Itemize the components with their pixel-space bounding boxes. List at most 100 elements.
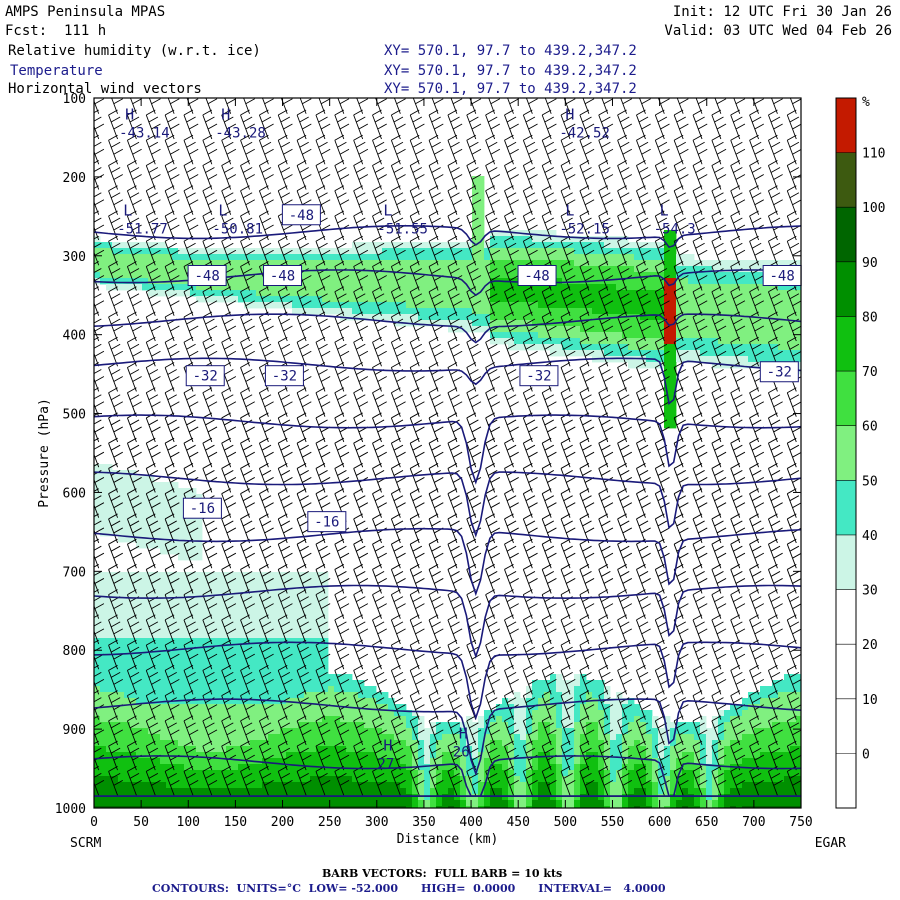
rh-cell — [442, 800, 449, 807]
rh-cell — [262, 680, 269, 687]
rh-cell — [604, 758, 611, 765]
rh-cell — [646, 278, 653, 285]
rh-cell — [424, 806, 431, 808]
rh-cell — [742, 704, 749, 711]
rh-cell — [754, 272, 761, 279]
rh-cell — [106, 794, 113, 801]
rh-cell — [352, 788, 359, 795]
rh-cell — [556, 680, 563, 687]
rh-cell — [622, 278, 629, 285]
forecast-hour: Fcst: 111 h — [5, 23, 107, 39]
rh-cell — [736, 278, 743, 285]
field-label-temperature: Temperature — [10, 63, 103, 79]
rh-cell — [232, 776, 239, 783]
rh-cell — [682, 752, 689, 759]
rh-cell — [136, 704, 143, 711]
rh-cell — [304, 668, 311, 675]
rh-cell — [340, 770, 347, 777]
rh-cell — [220, 716, 227, 723]
rh-cell — [760, 746, 767, 753]
rh-cell — [460, 764, 467, 771]
rh-cell — [718, 362, 725, 369]
rh-cell — [496, 332, 503, 339]
rh-cell — [640, 338, 647, 345]
rh-cell — [256, 632, 263, 639]
rh-cell — [652, 266, 659, 273]
rh-cell — [718, 722, 725, 729]
rh-cell — [478, 200, 485, 207]
rh-cell — [106, 464, 113, 471]
rh-cell — [538, 308, 545, 315]
rh-cell — [676, 788, 683, 795]
rh-cell — [256, 698, 263, 705]
rh-cell — [394, 788, 401, 795]
rh-cell — [688, 758, 695, 765]
rh-cell — [172, 758, 179, 765]
rh-cell — [436, 776, 443, 783]
rh-cell — [208, 254, 215, 261]
rh-cell — [244, 632, 251, 639]
rh-cell — [352, 758, 359, 765]
rh-cell — [286, 752, 293, 759]
rh-cell — [226, 650, 233, 657]
rh-cell — [640, 254, 647, 261]
rh-cell — [490, 794, 497, 801]
rh-cell — [460, 290, 467, 297]
rh-cell — [328, 734, 335, 741]
rh-cell — [232, 620, 239, 627]
rh-cell — [106, 686, 113, 693]
rh-cell — [412, 710, 419, 717]
rh-cell — [610, 794, 617, 801]
rh-cell — [772, 752, 779, 759]
rh-cell — [502, 710, 509, 717]
rh-cell — [376, 782, 383, 789]
rh-cell — [178, 284, 185, 291]
rh-cell — [610, 254, 617, 261]
rh-cell — [796, 782, 801, 789]
rh-cell — [274, 254, 281, 261]
rh-cell — [766, 764, 773, 771]
rh-cell — [148, 692, 155, 699]
rh-cell — [736, 320, 743, 327]
rh-cell — [790, 764, 797, 771]
rh-cell — [346, 674, 353, 681]
rh-cell — [208, 668, 215, 675]
rh-cell — [550, 764, 557, 771]
rh-cell — [646, 722, 653, 729]
rh-cell — [178, 602, 185, 609]
rh-cell — [544, 734, 551, 741]
rh-cell — [502, 296, 509, 303]
rh-cell — [424, 314, 431, 321]
rh-cell — [712, 746, 719, 753]
rh-cell — [574, 800, 581, 807]
rh-cell — [166, 518, 173, 525]
rh-cell — [772, 326, 779, 333]
rh-cell — [508, 794, 515, 801]
rh-cell — [742, 362, 749, 369]
rh-cell — [478, 242, 485, 249]
rh-cell — [142, 734, 149, 741]
rh-cell — [280, 794, 287, 801]
rh-cell — [136, 764, 143, 771]
rh-cell — [598, 776, 605, 783]
rh-cell — [160, 500, 167, 507]
rh-cell — [256, 728, 263, 735]
rh-cell — [592, 752, 599, 759]
rh-cell — [340, 776, 347, 783]
rh-cell — [148, 596, 155, 603]
rh-cell — [208, 656, 215, 663]
rh-cell — [106, 260, 113, 267]
rh-cell — [124, 260, 131, 267]
rh-cell — [502, 308, 509, 315]
rh-cell — [790, 686, 797, 693]
rh-cell — [664, 758, 671, 765]
rh-cell — [154, 656, 161, 663]
rh-cell — [178, 716, 185, 723]
rh-cell — [604, 320, 611, 327]
rh-cell — [370, 272, 377, 279]
rh-cell — [100, 800, 107, 807]
rh-cell — [280, 584, 287, 591]
rh-cell — [304, 698, 311, 705]
rh-cell — [670, 416, 677, 423]
